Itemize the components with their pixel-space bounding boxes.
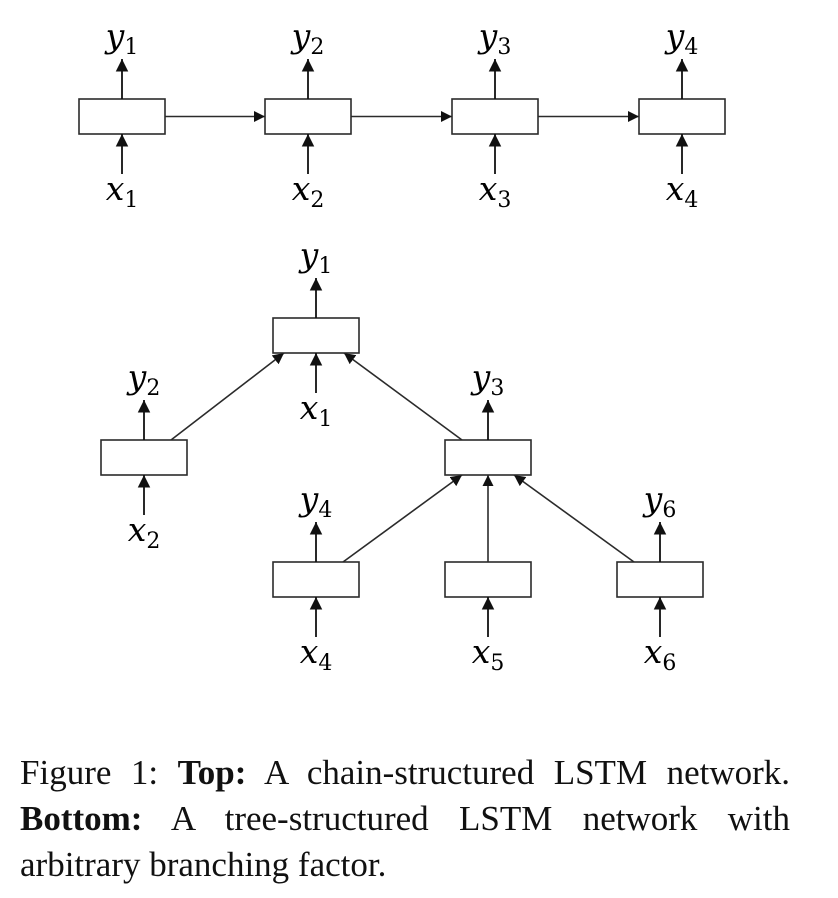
output-label-y1-base: y bbox=[298, 235, 319, 274]
output-label-y4-base: y bbox=[664, 16, 685, 55]
output-label-y1-subscript: 1 bbox=[124, 35, 138, 60]
input-label-x6-subscript: 6 bbox=[662, 651, 676, 676]
lstm-unit-box bbox=[444, 561, 532, 598]
input-label-x5-subscript: 5 bbox=[490, 651, 504, 676]
input-label-x5-base: x bbox=[472, 632, 491, 671]
output-label-y2-subscript: 2 bbox=[146, 376, 160, 401]
output-label-y2-base: y bbox=[126, 357, 147, 396]
output-label-y4-subscript: 4 bbox=[318, 498, 332, 523]
input-label-x1: x1 bbox=[300, 388, 333, 432]
caption-figure-label: Figure 1: bbox=[20, 753, 159, 792]
output-label-y4-base: y bbox=[298, 479, 319, 518]
tree-edge-t4-t3 bbox=[342, 474, 463, 563]
output-label-y6: y6 bbox=[642, 479, 677, 523]
lstm-unit-box bbox=[444, 439, 532, 476]
output-label-y3: y3 bbox=[477, 16, 512, 60]
input-label-x2-base: x bbox=[292, 169, 311, 208]
lstm-unit-box bbox=[272, 561, 360, 598]
output-label-y1-base: y bbox=[104, 16, 125, 55]
output-label-y1: y1 bbox=[104, 16, 139, 60]
input-label-x1-base: x bbox=[106, 169, 125, 208]
input-label-x4-subscript: 4 bbox=[684, 188, 698, 213]
input-label-x2-subscript: 2 bbox=[146, 529, 160, 554]
input-label-x4: x4 bbox=[300, 632, 333, 676]
input-label-x4-subscript: 4 bbox=[318, 651, 332, 676]
input-label-x3: x3 bbox=[479, 169, 512, 213]
input-label-x3-base: x bbox=[479, 169, 498, 208]
input-label-x2-base: x bbox=[128, 510, 147, 549]
tree-edge-t6-t3 bbox=[513, 474, 635, 563]
output-label-y4-subscript: 4 bbox=[684, 35, 698, 60]
tree-node-t3: y3 bbox=[444, 357, 532, 476]
output-label-y2-base: y bbox=[290, 16, 311, 55]
tree-edge-t3-t1 bbox=[343, 352, 463, 441]
output-label-y3-base: y bbox=[477, 16, 498, 55]
input-label-x1-base: x bbox=[300, 388, 319, 427]
caption-top-label: Top: bbox=[177, 753, 247, 792]
figure-caption: Figure 1: Top: A chain-structured LSTM n… bbox=[20, 750, 790, 888]
caption-bottom-text: A tree-structured LSTM network with arbi… bbox=[20, 799, 790, 884]
output-label-y3-subscript: 3 bbox=[497, 35, 511, 60]
input-label-x2-subscript: 2 bbox=[310, 188, 324, 213]
input-label-x3-subscript: 3 bbox=[497, 188, 511, 213]
input-label-x1-subscript: 1 bbox=[318, 407, 332, 432]
output-label-y4: y4 bbox=[298, 479, 333, 523]
tree-node-t5: x5 bbox=[444, 561, 532, 676]
input-label-x4-base: x bbox=[666, 169, 685, 208]
output-label-y3: y3 bbox=[470, 357, 505, 401]
input-label-x2: x2 bbox=[292, 169, 325, 213]
lstm-unit-box bbox=[616, 561, 704, 598]
output-label-y6-base: y bbox=[642, 479, 663, 518]
input-label-x1-subscript: 1 bbox=[124, 188, 138, 213]
lstm-unit-box bbox=[451, 98, 539, 135]
output-label-y4: y4 bbox=[664, 16, 699, 60]
caption-top-text: A chain-structured LSTM network. bbox=[263, 753, 791, 792]
input-label-x6: x6 bbox=[644, 632, 677, 676]
lstm-unit-box bbox=[78, 98, 166, 135]
output-label-y2-subscript: 2 bbox=[310, 35, 324, 60]
tree-edge-t2-t1 bbox=[170, 352, 285, 441]
input-label-x2: x2 bbox=[128, 510, 161, 554]
output-label-y2: y2 bbox=[290, 16, 325, 60]
lstm-unit-box bbox=[264, 98, 352, 135]
lstm-unit-box bbox=[100, 439, 188, 476]
input-label-x5: x5 bbox=[472, 632, 505, 676]
output-label-y1: y1 bbox=[298, 235, 333, 279]
output-label-y1-subscript: 1 bbox=[318, 254, 332, 279]
output-label-y2: y2 bbox=[126, 357, 161, 401]
output-label-y3-subscript: 3 bbox=[490, 376, 504, 401]
output-label-y6-subscript: 6 bbox=[662, 498, 676, 523]
input-label-x1: x1 bbox=[106, 169, 139, 213]
input-label-x6-base: x bbox=[644, 632, 663, 671]
input-label-x4: x4 bbox=[666, 169, 699, 213]
lstm-unit-box bbox=[638, 98, 726, 135]
lstm-unit-box bbox=[272, 317, 360, 354]
output-label-y3-base: y bbox=[470, 357, 491, 396]
caption-bottom-label: Bottom: bbox=[20, 799, 143, 838]
input-label-x4-base: x bbox=[300, 632, 319, 671]
